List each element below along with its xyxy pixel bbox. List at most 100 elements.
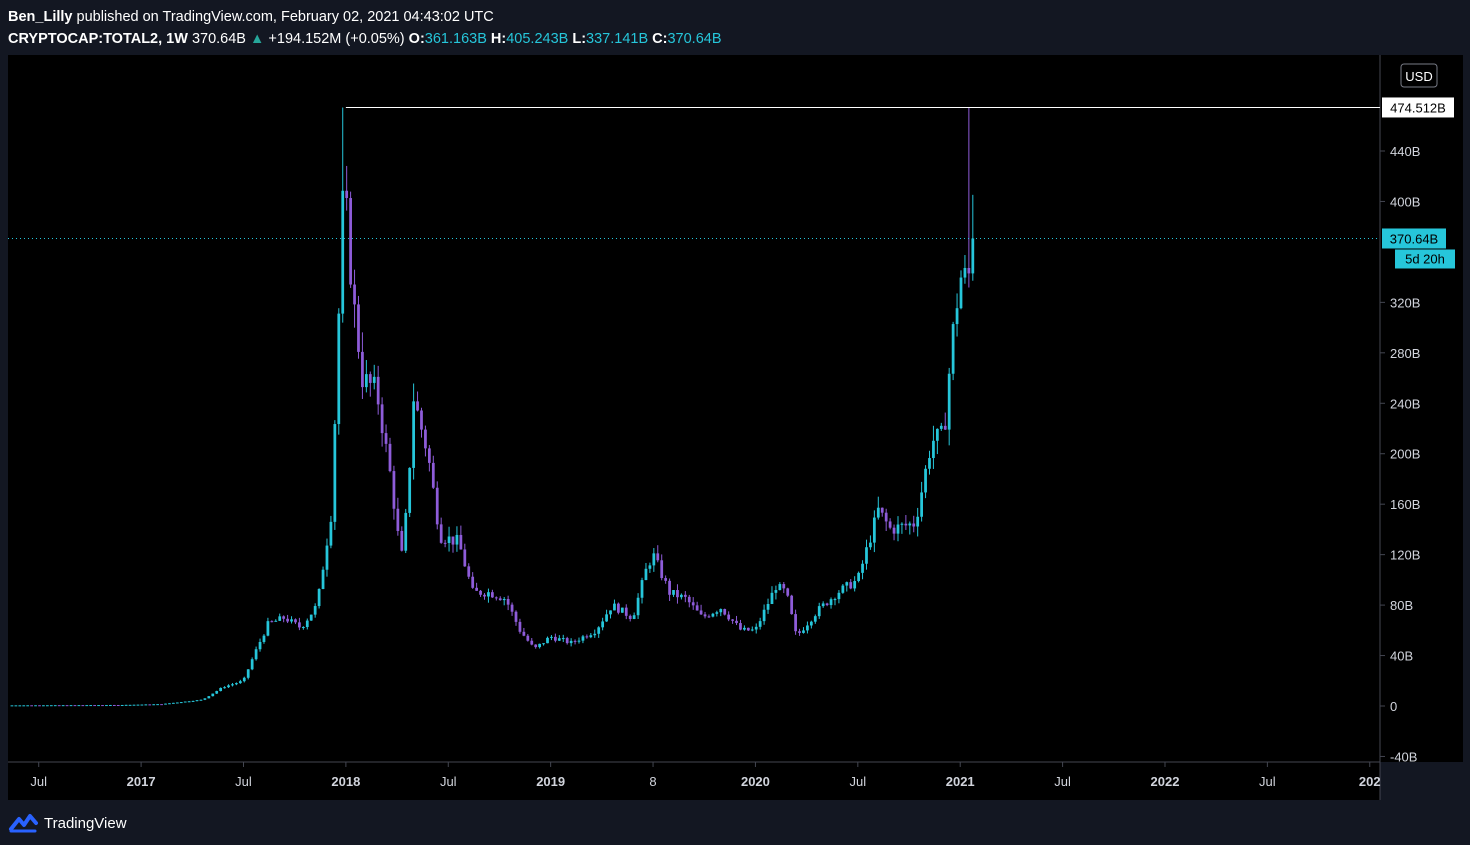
candle-body [746, 627, 750, 631]
price-chart[interactable]: 474.512B 370.64B 5d 20h 440B 400B 320B 280B 24… [8, 55, 1463, 800]
candle-body [164, 703, 167, 705]
currency-button[interactable]: USD [1400, 63, 1438, 88]
x-tick-label: 2018 [331, 774, 360, 789]
candle-body [325, 545, 329, 570]
candle-body [42, 705, 45, 707]
candle-body [73, 705, 77, 707]
candle-body [282, 616, 286, 619]
candle-body [502, 598, 506, 601]
footer-brand[interactable]: TradingView [44, 814, 127, 832]
candle-body [723, 609, 727, 615]
candle-body [605, 614, 608, 622]
candle-body [506, 598, 510, 605]
tradingview-logo-icon[interactable] [8, 811, 38, 835]
candle-body [813, 616, 817, 622]
candle-body [707, 616, 711, 618]
candle-body [699, 610, 703, 615]
candle-body [172, 702, 175, 704]
footer: TradingView [8, 810, 127, 836]
candle-body [762, 609, 766, 622]
candle-body [943, 425, 947, 430]
candle-body [872, 517, 876, 543]
candle-body [10, 705, 14, 707]
candle-body [168, 703, 171, 705]
candle-body [490, 592, 494, 598]
candle-body [443, 542, 447, 544]
candle-body [140, 704, 144, 706]
low-value: 337.141B [586, 31, 649, 47]
candle-body [876, 507, 880, 518]
x-tick-label: 2021 [946, 774, 975, 789]
candle-body [593, 633, 597, 636]
candle-body [345, 190, 349, 199]
candle-body [18, 705, 22, 707]
candle-body [191, 700, 195, 702]
price-axis[interactable] [1380, 55, 1463, 762]
candle-body [861, 563, 864, 573]
candle-body [916, 516, 920, 527]
candle-body [195, 700, 199, 702]
publish-info: published on TradingView.com, February 0… [76, 9, 494, 25]
candle-body [632, 615, 636, 619]
candle-body [959, 277, 963, 309]
candle-body [880, 507, 884, 513]
candle-body [888, 521, 892, 528]
candle-body [266, 621, 270, 636]
candle-body [766, 604, 770, 610]
y-tick-label: 440B [1390, 144, 1420, 159]
x-tick-label: Jul [1259, 774, 1276, 789]
candle-body [900, 523, 904, 525]
candle-body [754, 626, 758, 630]
candle-body [526, 635, 530, 641]
candle-body [183, 701, 187, 703]
candle-body [892, 527, 896, 534]
x-tick-label: Jul [850, 774, 867, 789]
candle-body [483, 594, 486, 597]
candle-body [69, 705, 73, 707]
x-tick-label: 8 [649, 774, 656, 789]
candle-body [57, 705, 61, 707]
candle-body [451, 536, 455, 545]
candle-body [920, 492, 923, 517]
candle-body [806, 625, 809, 631]
candle-body [644, 568, 648, 581]
candle-body [227, 685, 230, 688]
author-name[interactable]: Ben_Lilly [8, 9, 73, 25]
candle-body [636, 597, 640, 616]
candle-body [459, 534, 463, 550]
x-tick-label: Jul [30, 774, 47, 789]
y-tick-label: 0 [1390, 699, 1397, 714]
candle-body [408, 467, 412, 513]
candle-body [837, 592, 841, 600]
candle-body [26, 705, 30, 707]
y-tick-label: 120B [1390, 548, 1420, 563]
candle-body [46, 705, 49, 707]
candle-body [522, 631, 526, 636]
chart-area[interactable]: 474.512B 370.64B 5d 20h 440B 400B 320B 280B 24… [8, 55, 1463, 800]
candle-body [105, 705, 108, 707]
candle-body [278, 616, 282, 621]
candle-body [928, 458, 931, 469]
low-label: L: [572, 31, 587, 47]
candle-body [561, 638, 565, 640]
candle-body [116, 704, 120, 706]
candle-body [794, 614, 797, 632]
candle-body [542, 643, 545, 645]
candle-body [128, 704, 132, 706]
candle-body [703, 614, 707, 617]
candle-body [770, 592, 774, 605]
candle-body [242, 677, 246, 682]
candle-body [435, 487, 439, 525]
candle-body [85, 705, 89, 707]
candle-body [628, 615, 632, 619]
close-label: C: [652, 31, 668, 47]
candle-body [203, 698, 207, 700]
candle-body [416, 401, 419, 411]
time-axis[interactable] [8, 762, 1380, 800]
candle-body [179, 702, 183, 704]
candle-body [849, 582, 853, 589]
candle-body [89, 705, 93, 707]
symbol-label[interactable]: CRYPTOCAP:TOTAL2, 1W [8, 31, 188, 47]
candle-body [829, 599, 833, 606]
candle-body [400, 530, 404, 551]
